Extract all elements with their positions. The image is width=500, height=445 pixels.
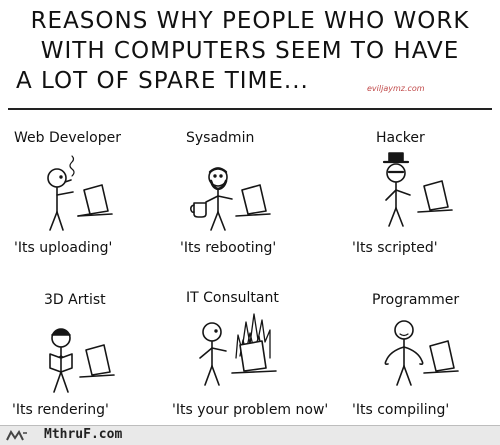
- web-developer-figure: [47, 168, 74, 231]
- laptop-icon: [79, 344, 115, 378]
- title-divider: [8, 108, 492, 110]
- watermark-site: MthruF.com: [44, 427, 123, 442]
- hacker-figure: [382, 152, 411, 227]
- comic-title-line-3: A LOT OF SPARE TIME...: [16, 68, 309, 94]
- panel-it-consultant-role: IT Consultant: [186, 290, 279, 306]
- watermark-bar: MthruF.com: [0, 425, 500, 445]
- comic-title-line-2: WITH COMPUTERS SEEM TO HAVE: [40, 38, 460, 64]
- artist-credit: eviljaymz.com: [367, 84, 425, 93]
- mthruf-logo-icon: [6, 430, 27, 441]
- panel-hacker-role: Hacker: [376, 130, 425, 146]
- comic-title-line-1: REASONS WHY PEOPLE WHO WORK: [30, 8, 470, 34]
- book-icon: [49, 353, 73, 373]
- panel-hacker-caption: 'Its scripted': [352, 240, 438, 256]
- it-consultant-figure: [199, 322, 227, 386]
- laptop-icon: [235, 184, 271, 217]
- cigarette-smoke-icon: [64, 155, 75, 183]
- panel-3d-artist-caption: 'Its rendering': [12, 402, 109, 418]
- panel-programmer-caption: 'Its compiling': [352, 402, 450, 418]
- panel-web-developer-caption: 'Its uploading': [14, 240, 113, 256]
- 3d-artist-figure: [51, 328, 71, 393]
- laptop-icon: [417, 180, 453, 213]
- panel-3d-artist-role: 3D Artist: [44, 292, 106, 308]
- panel-it-consultant-caption: 'Its your problem now': [172, 402, 329, 418]
- programmer-figure: [384, 320, 424, 386]
- coffee-mug-icon: [190, 202, 207, 218]
- panel-web-developer-role: Web Developer: [14, 130, 121, 146]
- burning-laptop-icon: [231, 340, 277, 374]
- panel-sysadmin-role: Sysadmin: [186, 130, 255, 146]
- sysadmin-figure: [205, 167, 233, 231]
- panel-sysadmin-caption: 'Its rebooting': [180, 240, 277, 256]
- laptop-icon: [423, 340, 459, 374]
- laptop-icon: [77, 184, 113, 217]
- panel-programmer-role: Programmer: [372, 292, 460, 308]
